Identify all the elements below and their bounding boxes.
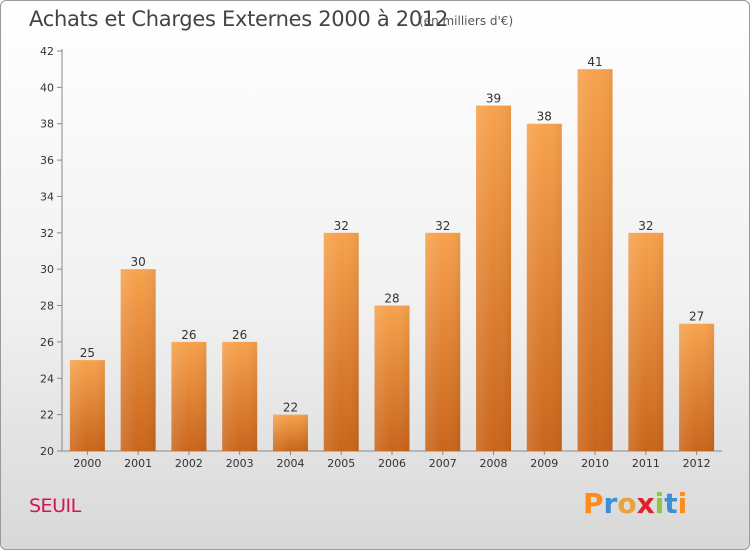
bar-shine-2000 <box>69 360 105 451</box>
x-tick-label-2004: 2004 <box>276 457 304 470</box>
data-label-2007: 32 <box>435 219 450 233</box>
logo-letter: i <box>677 487 688 520</box>
y-tick-label: 26 <box>40 336 54 349</box>
y-tick-label: 34 <box>40 190 54 203</box>
bar-shine-2001 <box>120 269 156 451</box>
bars <box>69 69 715 452</box>
y-tick-label: 32 <box>40 227 54 240</box>
bar-shine-2012 <box>679 323 715 451</box>
bar-shine-2002 <box>171 341 207 451</box>
data-label-2009: 38 <box>537 110 552 124</box>
bar-shine-2011 <box>628 232 664 451</box>
data-label-2012: 27 <box>689 310 704 324</box>
data-label-2004: 22 <box>283 401 298 415</box>
chart-title: Achats et Charges Externes 2000 à 2012 <box>29 7 449 31</box>
y-tick-label: 20 <box>40 445 54 458</box>
bar-shine-2007 <box>425 232 461 451</box>
data-label-2008: 39 <box>486 92 501 106</box>
data-label-2003: 26 <box>232 328 247 342</box>
x-tick-label-2002: 2002 <box>175 457 203 470</box>
bar-shine-2006 <box>374 305 410 451</box>
y-tick-label: 22 <box>40 409 54 422</box>
y-tick-label: 24 <box>40 372 54 385</box>
chart-subtitle: (en milliers d'€) <box>419 14 514 28</box>
logo-letter: i <box>654 487 665 520</box>
logo-letter: t <box>664 487 678 520</box>
bar-shine-2010 <box>577 69 613 451</box>
data-label-2011: 32 <box>638 219 653 233</box>
y-tick-label: 30 <box>40 263 54 276</box>
logo-letter: r <box>603 487 618 520</box>
bar-shine-2004 <box>272 414 308 451</box>
x-tick-label-2005: 2005 <box>327 457 355 470</box>
x-tick-label-2011: 2011 <box>632 457 660 470</box>
x-tick-label-2010: 2010 <box>581 457 609 470</box>
bar-shine-2009 <box>526 123 562 452</box>
bar-shine-2005 <box>323 232 359 451</box>
place-name: SEUIL <box>29 495 81 517</box>
data-label-2005: 32 <box>334 219 349 233</box>
axes: 20 22 24 26 28 30 32 34 36 38 40 42 <box>40 45 722 458</box>
logo-letter: x <box>636 487 655 520</box>
bar-shine-2003 <box>222 341 258 451</box>
proxiti-logo[interactable]: Proxiti <box>583 487 687 520</box>
x-tick-label-2001: 2001 <box>124 457 152 470</box>
y-tick-label: 40 <box>40 81 54 94</box>
logo-letter: P <box>583 487 604 520</box>
x-tick-label-2000: 2000 <box>73 457 101 470</box>
data-label-2000: 25 <box>80 346 95 360</box>
x-tick-label-2009: 2009 <box>530 457 558 470</box>
data-label-2002: 26 <box>181 328 196 342</box>
x-tick-label-2007: 2007 <box>429 457 457 470</box>
y-tick-label: 42 <box>40 45 54 58</box>
y-tick-label: 36 <box>40 154 54 167</box>
x-tick-label-2006: 2006 <box>378 457 406 470</box>
y-tick-label: 28 <box>40 300 54 313</box>
x-tick-label-2012: 2012 <box>683 457 711 470</box>
data-label-2010: 41 <box>587 55 602 69</box>
data-label-2001: 30 <box>131 255 146 269</box>
data-label-2006: 28 <box>384 292 399 306</box>
x-tick-label-2003: 2003 <box>226 457 254 470</box>
x-tick-label-2008: 2008 <box>480 457 508 470</box>
labels: 25 2000 30 2001 26 2002 26 2003 22 2004 32 2005 28 20… <box>73 55 710 470</box>
logo-letter: o <box>617 487 637 520</box>
y-tick-label: 38 <box>40 118 54 131</box>
bar-shine-2008 <box>476 105 512 451</box>
